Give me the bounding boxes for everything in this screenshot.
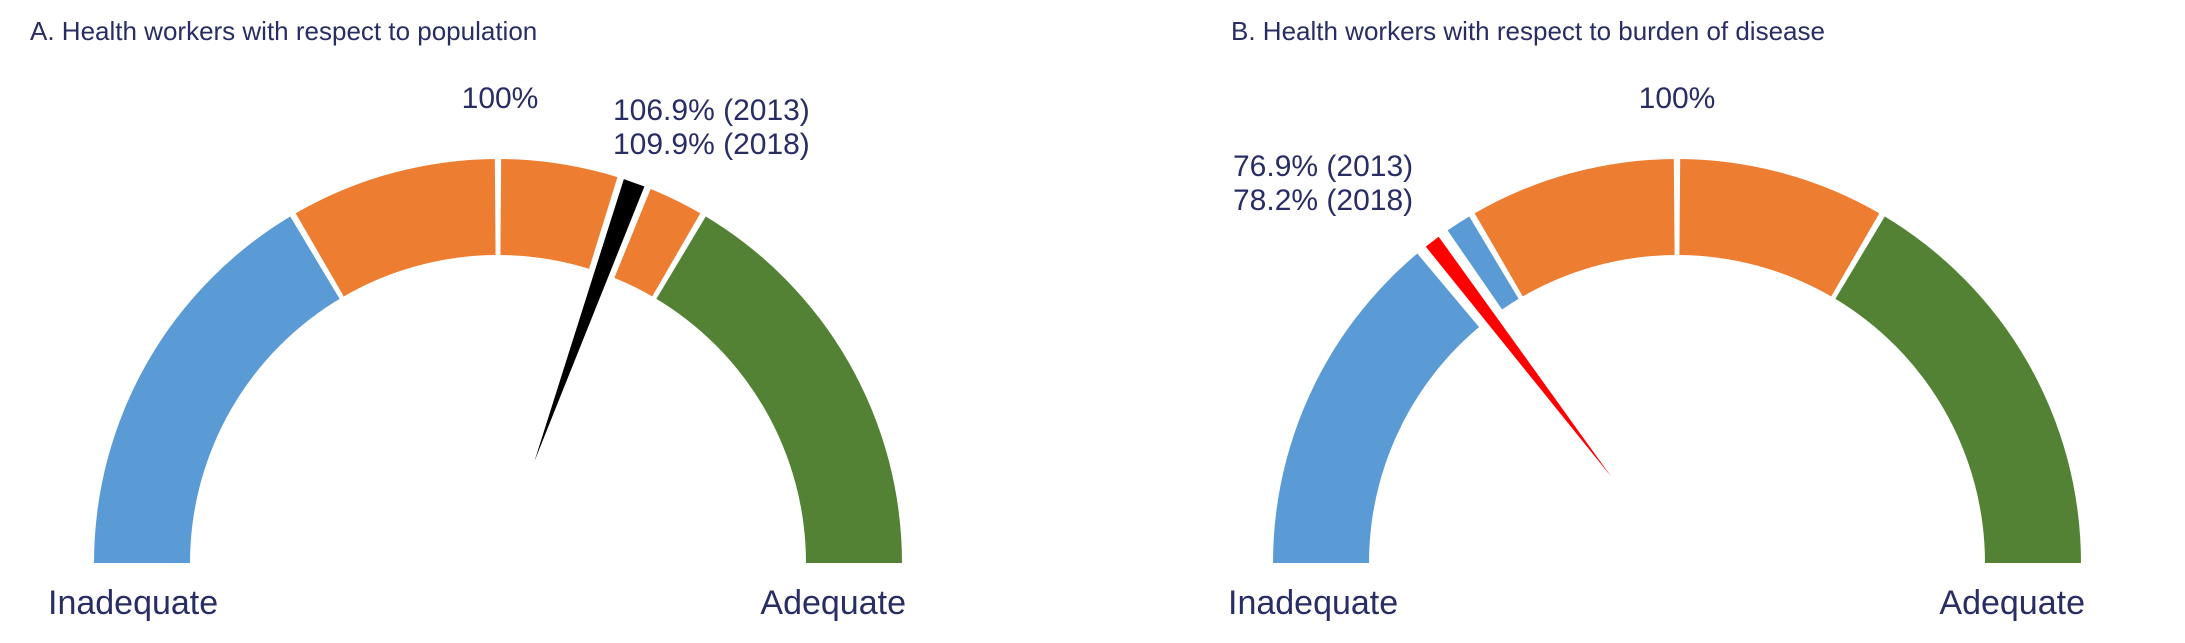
gauge-a-title: A. Health workers with respect to popula…: [30, 16, 538, 46]
gauge-a-divider-gap: [650, 211, 707, 303]
gauge-a-100pct-label: 100%: [461, 82, 539, 115]
gauge-a-inadequate-label: Inadequate: [48, 584, 219, 622]
gauge-b-needle: [1425, 236, 1612, 478]
gauge-a-needle: [534, 179, 645, 462]
gauge-a-reading-2018: 109.9% (2018): [613, 128, 810, 161]
gauge-a-segment-inadequate-zone: [94, 214, 342, 563]
gauge-a-reading-2013: 106.9% (2013): [613, 94, 810, 127]
gauge-a-segment-adequate-zone: [654, 214, 902, 563]
gauge-a-divider-gap: [494, 156, 502, 260]
gauge-b-reading-2013: 76.9% (2013): [1233, 150, 1414, 183]
gauge-b-reading-2018: 78.2% (2018): [1233, 184, 1414, 217]
gauge-a-needle-readings: 106.9% (2013) 109.9% (2018): [613, 94, 810, 162]
gauge-a-divider-gap: [289, 211, 346, 303]
gauge-b-adequate-label: Adequate: [1939, 584, 2085, 622]
gauge-b-divider-gap: [1673, 156, 1681, 260]
gauge-b-divider-gap: [1829, 211, 1886, 303]
gauge-b-segment-adequate-zone: [1833, 214, 2081, 563]
gauge-b-segment-inadequate-zone: [1272, 214, 1521, 563]
gauge-b-inadequate-label: Inadequate: [1228, 584, 1399, 622]
gauge-a-adequate-label: Adequate: [760, 584, 906, 622]
gauge-b-divider-gap: [1468, 211, 1525, 303]
gauge-b-needle-readings: 76.9% (2013) 78.2% (2018): [1233, 150, 1413, 218]
gauge-b-title: B. Health workers with respect to burden…: [1231, 16, 1825, 46]
gauge-b-100pct-label: 100%: [1638, 82, 1716, 115]
